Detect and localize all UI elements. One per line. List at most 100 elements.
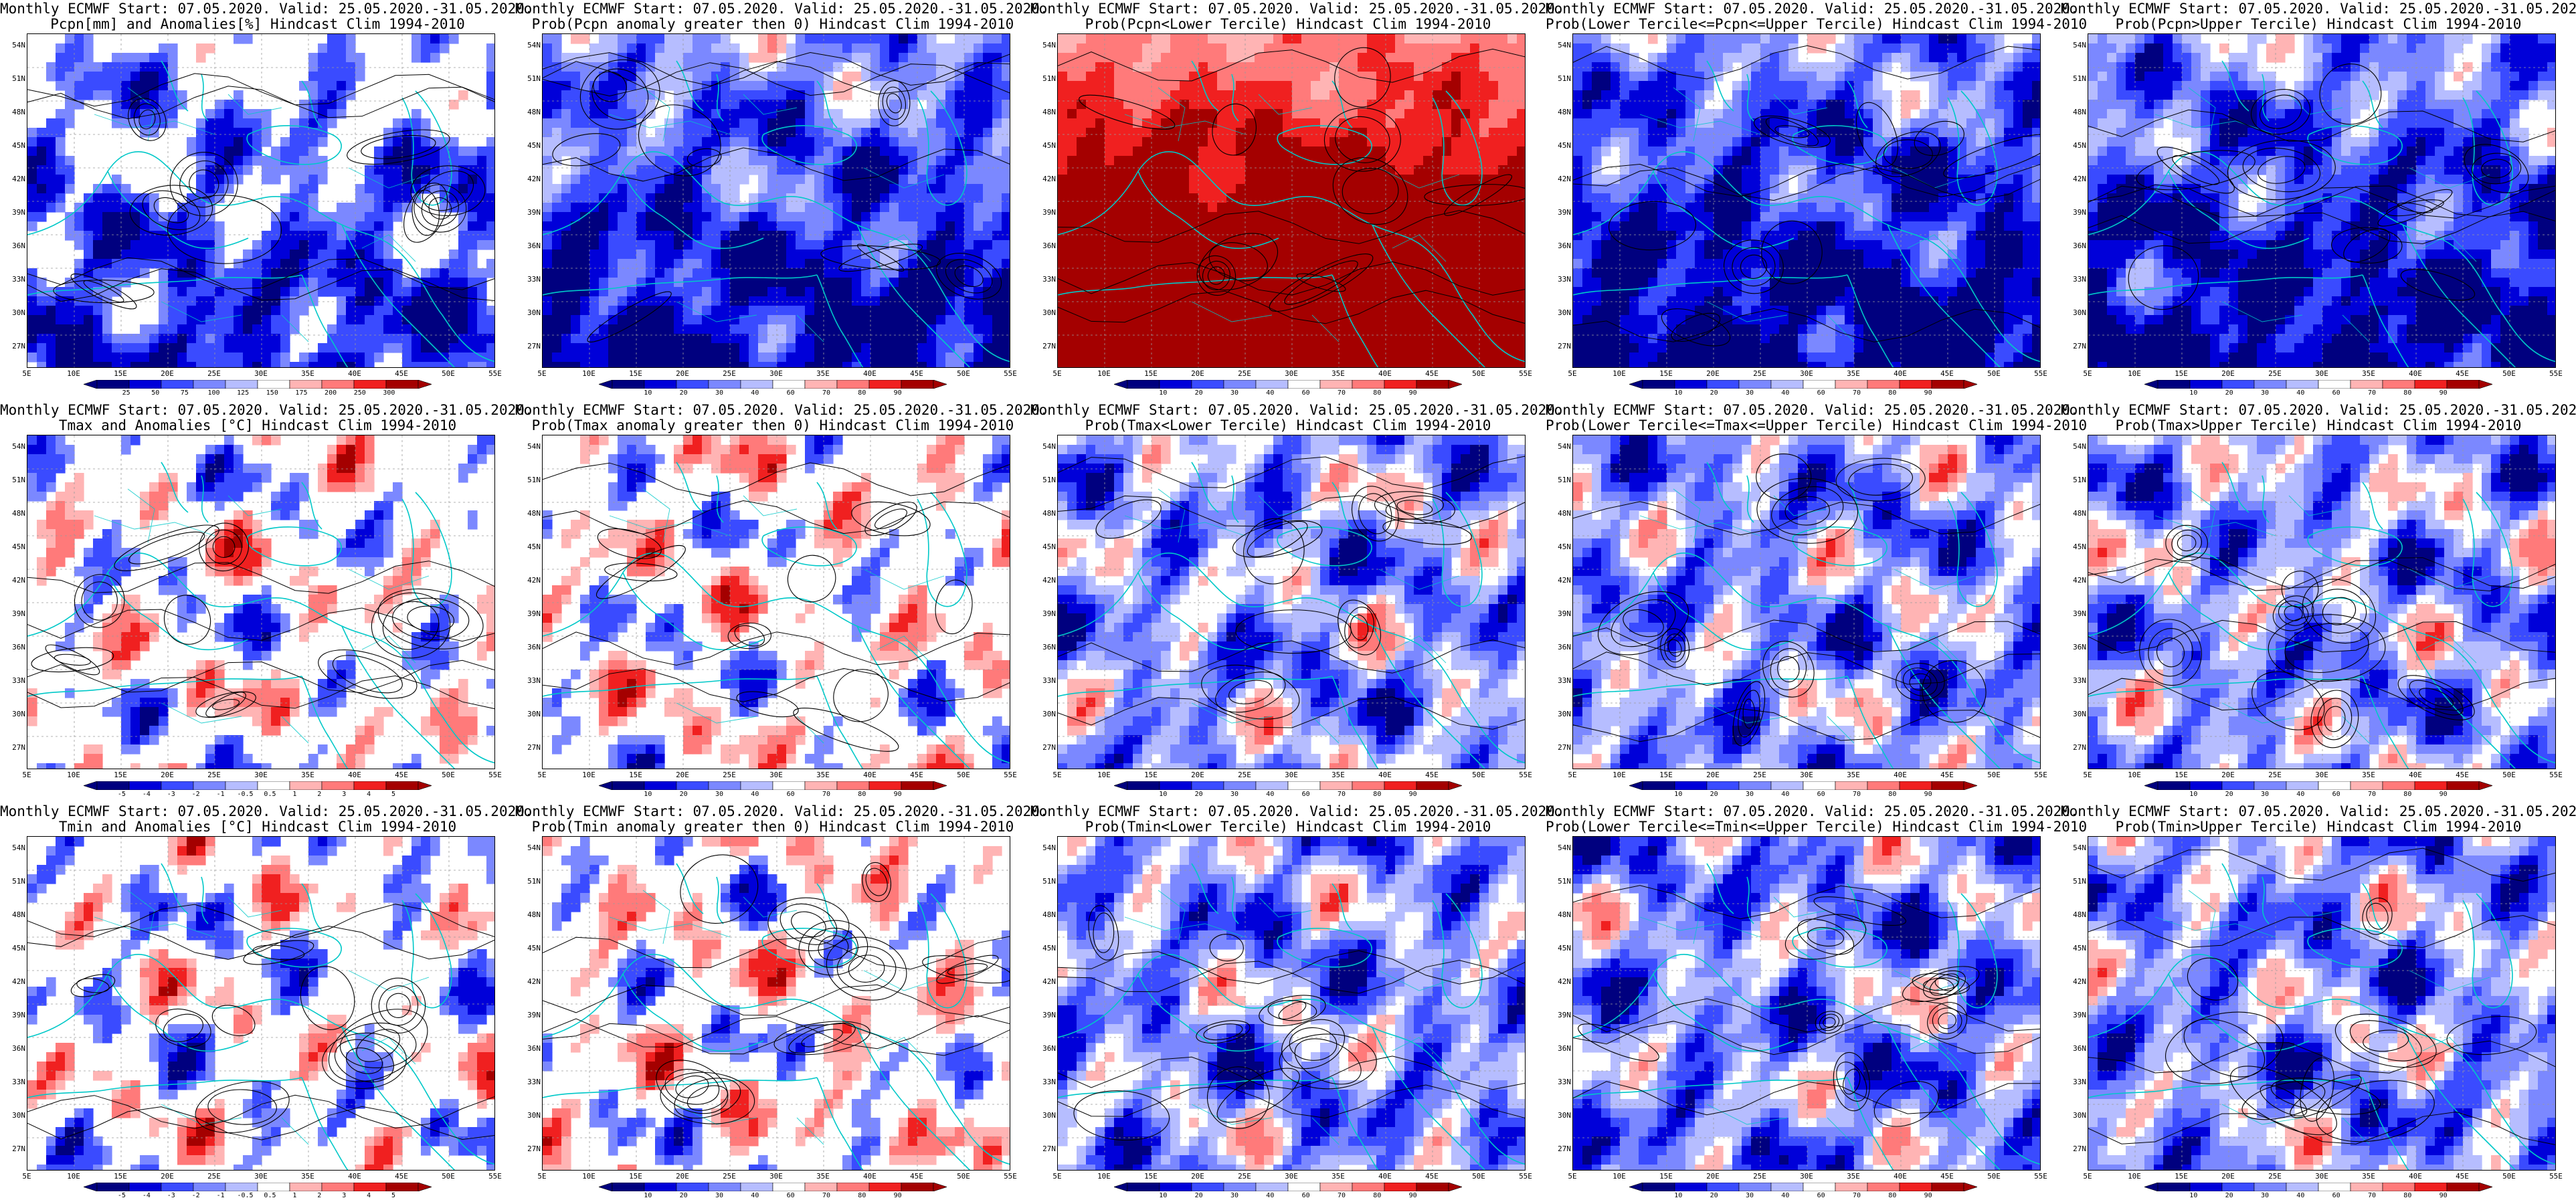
colorbar-tick-label: 25 bbox=[116, 389, 136, 397]
lat-tick-label: 45N bbox=[1550, 141, 1571, 150]
colorbar-tick-label: 2 bbox=[309, 1192, 329, 1199]
colorbar-tick-label: 90 bbox=[2433, 791, 2454, 798]
panel-title-line2: Tmax and Anomalies [°C] Hindcast Clim 19… bbox=[0, 418, 515, 433]
lat-tick-label: 48N bbox=[519, 509, 541, 518]
lat-tick-label: 39N bbox=[2065, 1011, 2086, 1019]
colorbar bbox=[1114, 380, 1462, 389]
lat-tick-label: 30N bbox=[2065, 710, 2086, 718]
lat-tick-label: 42N bbox=[1034, 175, 1056, 183]
lat-tick-label: 30N bbox=[1550, 1111, 1571, 1120]
lat-tick-label: 54N bbox=[2065, 843, 2086, 852]
lat-tick-label: 39N bbox=[1550, 208, 1571, 217]
lat-tick-label: 54N bbox=[1550, 442, 1571, 451]
lon-tick-label: 20E bbox=[157, 369, 177, 378]
lat-tick-label: 36N bbox=[2065, 643, 2086, 651]
colorbar bbox=[599, 380, 947, 389]
lat-tick-label: 54N bbox=[519, 442, 541, 451]
lon-tick-label: 50E bbox=[953, 1172, 974, 1181]
lon-tick-label: 55E bbox=[485, 369, 505, 378]
lat-tick-label: 48N bbox=[4, 108, 25, 116]
lon-tick-label: 30E bbox=[1797, 771, 1817, 779]
lon-tick-label: 35E bbox=[813, 369, 833, 378]
forecast-panel: Monthly ECMWF Start: 07.05.2020. Valid: … bbox=[1546, 0, 2087, 401]
lat-tick-label: 51N bbox=[519, 476, 541, 484]
colorbar-tick-label: 50 bbox=[145, 389, 165, 397]
lon-tick-label: 15E bbox=[110, 1172, 130, 1181]
panel-title-line1: Monthly ECMWF Start: 07.05.2020. Valid: … bbox=[1546, 804, 2079, 819]
lon-tick-label: 40E bbox=[345, 369, 365, 378]
lon-tick-label: 25E bbox=[719, 1172, 739, 1181]
lat-tick-label: 30N bbox=[4, 308, 25, 317]
lon-tick-label: 20E bbox=[1703, 771, 1723, 779]
lat-tick-label: 27N bbox=[1550, 1144, 1571, 1153]
lat-tick-label: 42N bbox=[1550, 576, 1571, 585]
lon-tick-label: 45E bbox=[907, 771, 927, 779]
colorbar-tick-label: 20 bbox=[674, 389, 694, 397]
colorbar-tick-label: -2 bbox=[186, 791, 206, 798]
lat-tick-label: 30N bbox=[519, 308, 541, 317]
panel-title-line1: Monthly ECMWF Start: 07.05.2020. Valid: … bbox=[515, 804, 1048, 819]
colorbar bbox=[1114, 1183, 1462, 1191]
colorbar-tick-label: 60 bbox=[2326, 791, 2347, 798]
colorbar-tick-label: 80 bbox=[2397, 1192, 2417, 1199]
lon-tick-label: 35E bbox=[813, 1172, 833, 1181]
lon-tick-label: 45E bbox=[2452, 369, 2472, 378]
lon-tick-label: 35E bbox=[2359, 369, 2379, 378]
lon-tick-label: 35E bbox=[1843, 369, 1863, 378]
lat-tick-label: 30N bbox=[4, 1111, 25, 1120]
lon-tick-label: 5E bbox=[17, 771, 37, 779]
lon-tick-label: 45E bbox=[391, 369, 411, 378]
lon-tick-label: 50E bbox=[953, 771, 974, 779]
panel-title-line1: Monthly ECMWF Start: 07.05.2020. Valid: … bbox=[0, 403, 533, 418]
lat-tick-label: 33N bbox=[1034, 275, 1056, 284]
lon-tick-label: 50E bbox=[2499, 771, 2519, 779]
colorbar-tick-label: 60 bbox=[1811, 791, 1831, 798]
lon-tick-label: 50E bbox=[1469, 1172, 1489, 1181]
lon-tick-label: 30E bbox=[251, 1172, 271, 1181]
lon-tick-label: 45E bbox=[1422, 771, 1442, 779]
lon-tick-label: 10E bbox=[64, 369, 84, 378]
colorbar-tick-label: 250 bbox=[350, 389, 370, 397]
lon-tick-label: 25E bbox=[1234, 771, 1255, 779]
colorbar-tick-label: 1 bbox=[284, 1192, 304, 1199]
colorbar-tick-label: 70 bbox=[2362, 389, 2382, 397]
colorbar-tick-label: 175 bbox=[291, 389, 311, 397]
colorbar-tick-label: -5 bbox=[112, 1192, 132, 1199]
colorbar-tick-label: 20 bbox=[674, 791, 694, 798]
lat-tick-label: 42N bbox=[2065, 576, 2086, 585]
colorbar-tick-label: 60 bbox=[2326, 1192, 2347, 1199]
lat-tick-label: 45N bbox=[2065, 542, 2086, 551]
colorbar-tick-label: 125 bbox=[233, 389, 253, 397]
forecast-map-svg bbox=[2088, 435, 2555, 769]
lon-tick-label: 45E bbox=[907, 1172, 927, 1181]
panel-title-line1: Monthly ECMWF Start: 07.05.2020. Valid: … bbox=[1546, 1, 2079, 17]
lon-tick-label: 20E bbox=[672, 369, 693, 378]
panel-title-line2: Tmin and Anomalies [°C] Hindcast Clim 19… bbox=[0, 819, 515, 835]
lat-tick-label: 54N bbox=[1034, 41, 1056, 49]
lon-tick-label: 30E bbox=[1281, 369, 1301, 378]
lon-tick-label: 45E bbox=[1937, 771, 1957, 779]
lat-tick-label: 39N bbox=[519, 208, 541, 217]
colorbar-tick-label: 20 bbox=[1704, 389, 1724, 397]
colorbar-tick-label: 30 bbox=[709, 389, 729, 397]
colorbar-tick-label: 0.5 bbox=[260, 1192, 280, 1199]
lat-tick-label: 27N bbox=[2065, 743, 2086, 752]
colorbar-tick-label: -4 bbox=[136, 1192, 157, 1199]
lon-tick-label: 25E bbox=[1750, 369, 1770, 378]
lon-tick-label: 30E bbox=[1281, 1172, 1301, 1181]
lat-tick-label: 51N bbox=[519, 877, 541, 886]
lon-tick-label: 55E bbox=[485, 1172, 505, 1181]
colorbar-tick-label: -2 bbox=[186, 1192, 206, 1199]
colorbar-tick-label: 10 bbox=[2183, 1192, 2203, 1199]
lat-tick-label: 39N bbox=[4, 609, 25, 618]
lat-tick-label: 54N bbox=[4, 442, 25, 451]
colorbar-tick-label: 70 bbox=[1331, 389, 1352, 397]
colorbar-tick-label: 60 bbox=[1296, 1192, 1316, 1199]
colorbar-tick-label: 80 bbox=[1882, 389, 1902, 397]
forecast-panel: Monthly ECMWF Start: 07.05.2020. Valid: … bbox=[1030, 0, 1564, 401]
colorbar-tick-label: 10 bbox=[1668, 791, 1688, 798]
lat-tick-label: 45N bbox=[519, 944, 541, 952]
lon-tick-label: 25E bbox=[2265, 771, 2285, 779]
lon-tick-label: 15E bbox=[2171, 771, 2191, 779]
forecast-map-svg bbox=[27, 837, 494, 1170]
